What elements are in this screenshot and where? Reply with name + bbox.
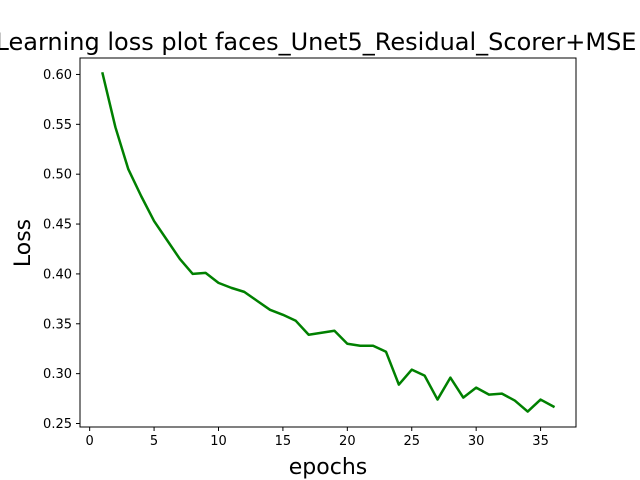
y-tick-label: 0.35 bbox=[43, 317, 72, 332]
x-tick-label: 35 bbox=[532, 434, 549, 449]
plot-area bbox=[79, 57, 577, 428]
x-tick-label: 20 bbox=[339, 434, 356, 449]
x-tick-label: 10 bbox=[210, 434, 227, 449]
y-tick-label: 0.25 bbox=[43, 417, 72, 432]
series-layer bbox=[101, 71, 556, 413]
loss-series-line bbox=[101, 71, 556, 413]
y-tick-label: 0.50 bbox=[43, 168, 72, 183]
y-tick-label: 0.30 bbox=[43, 367, 72, 382]
y-tick-label: 0.40 bbox=[43, 267, 72, 282]
x-axis-ticks: 0 5 10 15 20 25 30 35 bbox=[86, 427, 549, 449]
x-tick-label: 0 bbox=[86, 434, 94, 449]
x-axis-label: epochs bbox=[289, 455, 367, 480]
y-axis-label: Loss bbox=[11, 219, 36, 267]
x-tick-label: 15 bbox=[275, 434, 292, 449]
x-tick-label: 30 bbox=[468, 434, 485, 449]
y-tick-label: 0.60 bbox=[43, 68, 72, 83]
y-tick-label: 0.55 bbox=[43, 118, 72, 133]
y-tick-label: 0.45 bbox=[43, 218, 72, 233]
x-tick-label: 25 bbox=[403, 434, 420, 449]
chart-title: Learning loss plot faces_Unet5_Residual_… bbox=[0, 28, 636, 56]
x-tick-label: 5 bbox=[150, 434, 158, 449]
y-axis-ticks: 0.25 0.30 0.35 0.40 0.45 0.50 0.55 0.60 bbox=[43, 68, 80, 432]
